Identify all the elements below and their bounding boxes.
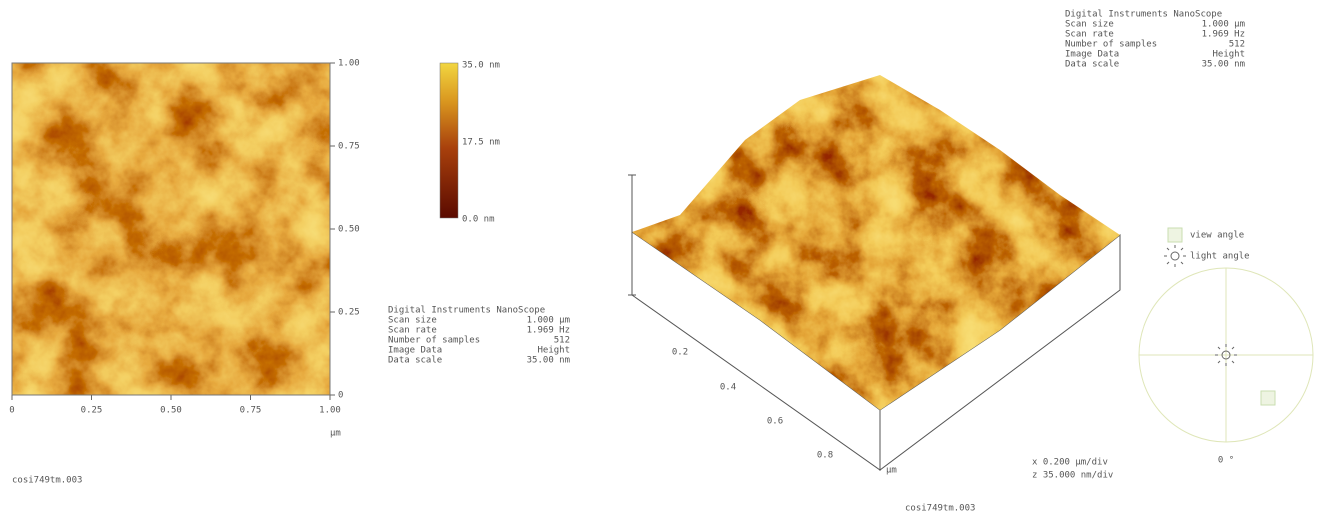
- info-value: 35.00 nm: [527, 356, 570, 366]
- info-key: Scan rate: [1065, 30, 1114, 40]
- x-tick-label: 0.75: [240, 406, 262, 416]
- color-scale-label: 0.0 nm: [462, 215, 495, 225]
- info-value: Height: [1212, 50, 1245, 60]
- angle-label: 0 °: [1218, 456, 1234, 466]
- height-image: [12, 63, 330, 395]
- scale-label: z 35.000 nm/div: [1032, 471, 1113, 481]
- info-key: Image Data: [388, 346, 442, 356]
- filename: cosi749tm.003: [905, 504, 975, 514]
- info-value: 1.000 µm: [527, 316, 570, 326]
- info-title: Digital Instruments NanoScope: [1065, 10, 1222, 20]
- info-value: 1.000 µm: [1202, 20, 1245, 30]
- info-value: 1.969 Hz: [1202, 30, 1245, 40]
- x-tick-label: 0.25: [81, 406, 103, 416]
- color-bar: [440, 63, 458, 218]
- info-value: 512: [1229, 40, 1245, 50]
- axis-tick-label: 0.6: [767, 417, 783, 427]
- x-tick-label: 0: [9, 406, 14, 416]
- info-value: 35.00 nm: [1202, 60, 1245, 70]
- y-tick-label: 0.75: [338, 142, 360, 152]
- info-value: 512: [554, 336, 570, 346]
- unit-label: µm: [886, 466, 897, 476]
- legend-label: light angle: [1190, 252, 1250, 262]
- info-key: Number of samples: [388, 336, 480, 346]
- info-key: Scan rate: [388, 326, 437, 336]
- info-value: Height: [537, 346, 570, 356]
- axis-tick-label: 0.8: [817, 451, 833, 461]
- info-key: Image Data: [1065, 50, 1119, 60]
- scale-label: x 0.200 µm/div: [1032, 458, 1108, 468]
- x-tick-label: 1.00: [319, 406, 341, 416]
- info-key: Data scale: [388, 356, 442, 366]
- afm-screenshot: 1.00 0.75 0.50 0.25 0 0 0.25 0.50 0.75 1.00 µm 35.0…: [0, 0, 1319, 515]
- y-tick-label: 0.50: [338, 225, 360, 235]
- axis-tick-label: 0.2: [672, 348, 688, 358]
- y-tick-label: 1.00: [338, 59, 360, 69]
- info-key: Scan size: [388, 316, 437, 326]
- x-tick-label: 0.50: [160, 406, 182, 416]
- info-title: Digital Instruments NanoScope: [388, 306, 545, 316]
- y-tick-label: 0.25: [338, 308, 360, 318]
- surface-3d: [620, 60, 1140, 470]
- filename: cosi749tm.003: [12, 476, 82, 486]
- info-key: Number of samples: [1065, 40, 1157, 50]
- color-scale-label: 35.0 nm: [462, 61, 500, 71]
- y-tick-label: 0: [338, 391, 343, 401]
- info-key: Scan size: [1065, 20, 1114, 30]
- axis-tick-label: 0.4: [720, 383, 736, 393]
- color-scale-label: 17.5 nm: [462, 138, 500, 148]
- info-key: Data scale: [1065, 60, 1119, 70]
- legend-label: view angle: [1190, 231, 1244, 241]
- info-value: 1.969 Hz: [527, 326, 570, 336]
- unit-label: µm: [330, 429, 341, 439]
